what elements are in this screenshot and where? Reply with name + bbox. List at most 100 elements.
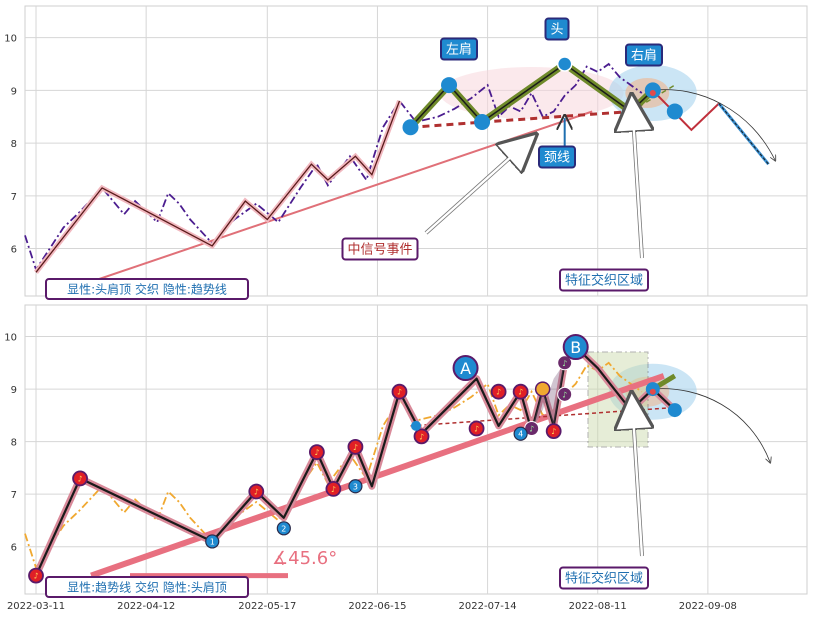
swing-marker-glyph: ♪ [419,432,424,441]
xtick-label: 2022-03-11 [7,601,65,612]
numbered-point [513,426,528,441]
xtick-label: 2022-07-14 [459,601,517,612]
numbered-point-label: 2 [281,524,286,533]
swing-marker-purple [557,386,573,402]
swing-marker-red [308,444,325,461]
caption-label-text: 显性:趋势线 交织 隐性:头肩顶 [67,579,227,594]
numbered-point-label: 3 [353,482,358,491]
curved-arrow [652,388,770,462]
caption-label-text: 显性:头肩顶 交织 隐性:趋势线 [67,281,227,296]
zone-arrow-fill [630,397,644,557]
signal-arrow-fill [425,137,533,234]
projection-line [652,89,720,132]
feature-zone-label-text: 特征交织区域 [565,571,643,587]
left-shoulder-label-text: 左肩 [446,42,472,58]
bottom-ytick-label: 8 [11,438,17,449]
zigzag-line [35,100,401,273]
neckline [410,110,631,129]
head-label-text: 头 [550,23,563,38]
label-marker-b [562,334,589,361]
neckline-label-box [538,145,576,169]
mid-signal-label: 中信号事件 [341,237,419,261]
right-shoulder-label: 右肩 [625,43,663,67]
numbered-point-label: 4 [518,430,523,439]
swing-marker-purple [557,355,573,371]
swing-marker-orange [534,381,551,397]
left-shoulder-label: 左肩 [440,37,478,61]
head-label: 头 [544,17,570,41]
top-ytick-label: 9 [11,86,17,97]
swing-marker-glyph: ♪ [496,388,501,397]
swing-marker-glyph: ♪ [353,443,358,452]
pattern-point-left-shoulder [441,77,458,94]
right-shoulder-label-box [625,43,663,67]
xtick-label: 2022-08-11 [569,601,627,612]
swing-marker-red [248,483,265,500]
caption-label: 显性:头肩顶 交织 隐性:趋势线 [45,278,249,300]
zone-point [667,403,682,418]
swing-marker-red [468,420,485,437]
swing-marker-glyph: ♪ [562,390,567,399]
caption-label-box [45,576,249,598]
label-marker-a [452,355,479,382]
price-series-line [24,361,643,570]
pattern-point-right-base [666,103,683,120]
bottom-ytick-label: 10 [4,333,17,344]
feature-zone-label-box [559,566,649,590]
swing-marker-glyph: ♪ [254,488,259,497]
pattern-point-head [556,56,573,72]
xtick-label: 2022-09-08 [679,601,737,612]
top-ytick-label: 8 [11,139,17,150]
feature-zone-label-text: 特征交织区域 [565,273,643,289]
xtick-label: 2022-06-15 [348,601,406,612]
right-shoulder-label-text: 右肩 [631,48,657,64]
feature-zone-label: 特征交织区域 [559,268,649,292]
zone-center-dot [649,90,656,96]
swing-marker-glyph: ♪ [331,485,336,494]
neckline-label: 颈线 [538,145,576,169]
swing-marker-red [28,567,44,584]
swing-marker-red [413,428,430,445]
swing-marker-glyph: ♪ [474,424,479,433]
zone-center-dot [649,388,656,395]
swing-marker-red [325,481,342,497]
swing-marker-glyph: ♪ [78,474,83,483]
caption-label-box [45,278,249,300]
feature-zone-label: 特征交织区域 [559,566,649,590]
bottom-ytick-label: 6 [11,543,17,554]
mid-signal-label-box [341,237,419,261]
top-ytick-label: 7 [11,192,17,203]
curved-arrow [652,89,775,160]
minor-point [411,420,421,431]
xtick-label: 2022-04-12 [117,601,175,612]
numbered-point [205,534,220,549]
swing-marker-red [72,470,88,487]
swing-marker-red [512,383,529,400]
feature-zone-label-box [559,268,649,292]
bottom-ytick-label: 7 [11,490,17,501]
swing-marker-red [545,423,562,440]
numbered-point [348,479,363,494]
neckline-label-text: 颈线 [544,151,570,166]
caption-label: 显性:趋势线 交织 隐性:头肩顶 [45,576,249,598]
projection-drop-dash [718,103,769,165]
swing-marker-glyph: ♪ [33,572,38,581]
mid-signal-label-text: 中信号事件 [347,243,412,258]
left-shoulder-label-box [440,37,478,61]
pattern-point-left-base [402,119,419,136]
zigzag-shade [531,347,576,432]
label-marker-a-text: A [460,359,471,378]
head-label-box [544,17,570,41]
numbered-point [276,521,291,536]
bottom-ytick-label: 9 [11,385,17,396]
swing-marker-glyph: ♪ [518,388,523,397]
swing-marker-red [490,383,507,400]
label-marker-b-text: B [570,338,581,357]
top-ytick-label: 10 [4,34,17,45]
swing-marker-glyph: ♪ [551,427,556,436]
bottom-plot-area [24,304,808,595]
xtick-label: 2022-05-17 [238,601,296,612]
pattern-highlight-ellipse [439,67,624,119]
